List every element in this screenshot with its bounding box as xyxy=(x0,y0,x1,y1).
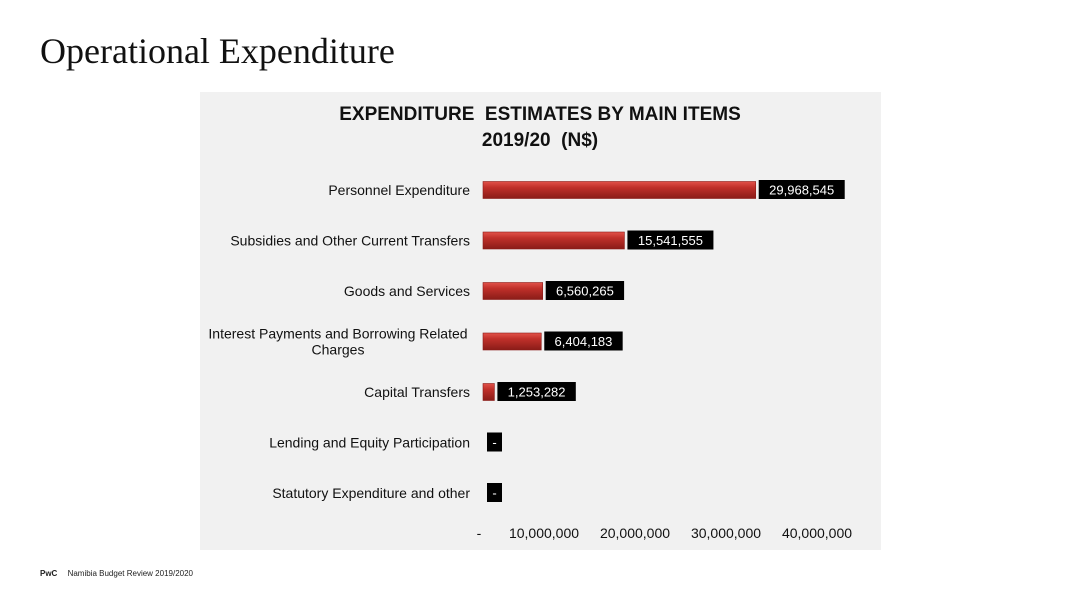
x-tick-label: 10,000,000 xyxy=(509,525,579,541)
category-label-line: Lending and Equity Participation xyxy=(269,435,470,451)
data-label: - xyxy=(492,486,496,501)
data-label: 6,404,183 xyxy=(555,334,613,349)
category-label: Capital Transfers xyxy=(364,384,470,400)
category-label-line: Interest Payments and Borrowing Related xyxy=(208,326,467,342)
chart-panel: EXPENDITURE ESTIMATES BY MAIN ITEMS 2019… xyxy=(200,92,881,550)
data-label: 6,560,265 xyxy=(556,284,614,299)
data-label: - xyxy=(492,435,496,450)
data-label-box xyxy=(544,331,623,351)
data-label-box xyxy=(758,180,845,199)
category-label-line: Capital Transfers xyxy=(364,384,470,400)
data-label-box xyxy=(545,281,625,300)
category-label: Interest Payments and Borrowing Related C… xyxy=(208,326,467,358)
data-label-box xyxy=(487,432,502,452)
data-label-box xyxy=(627,230,714,250)
slide-title: Operational Expenditure xyxy=(40,31,395,71)
footer: PwC Namibia Budget Review 2019/2020 xyxy=(40,569,193,578)
bars-layer: Personnel Expenditure 29,968,545 Subsidies… xyxy=(208,180,852,541)
category-label-line: Charges xyxy=(312,342,365,358)
category-label-line: Subsidies and Other Current Transfers xyxy=(230,233,470,249)
data-label-box xyxy=(487,483,502,502)
bar xyxy=(482,231,625,250)
chart-title: EXPENDITURE ESTIMATES BY MAIN ITEMS xyxy=(339,104,741,125)
bar xyxy=(482,181,757,199)
x-tick-label: 40,000,000 xyxy=(782,525,852,541)
data-label: 1,253,282 xyxy=(508,385,566,400)
data-label-box xyxy=(497,382,576,401)
category-label-line: Goods and Services xyxy=(344,283,470,299)
bar xyxy=(482,332,542,351)
category-label: Statutory Expenditure and other xyxy=(272,485,470,501)
data-label: 29,968,545 xyxy=(769,183,834,198)
category-label: Subsidies and Other Current Transfers xyxy=(230,233,470,249)
category-label-line: Statutory Expenditure and other xyxy=(272,485,470,501)
bar xyxy=(482,383,495,401)
category-label: Lending and Equity Participation xyxy=(269,435,470,451)
data-label: 15,541,555 xyxy=(638,233,703,248)
category-label: Personnel Expenditure xyxy=(328,182,470,198)
x-tick-label: 30,000,000 xyxy=(691,525,761,541)
x-tick-label: - xyxy=(477,525,482,541)
chart-subtitle: 2019/20 (N$) xyxy=(482,130,598,151)
footer-text: Namibia Budget Review 2019/2020 xyxy=(67,569,193,578)
footer-brand: PwC xyxy=(40,569,58,578)
category-label: Goods and Services xyxy=(344,283,470,299)
x-tick-label: 20,000,000 xyxy=(600,525,670,541)
bar xyxy=(482,282,543,300)
bar-chart: EXPENDITURE ESTIMATES BY MAIN ITEMS 2019… xyxy=(208,104,852,541)
category-label-line: Personnel Expenditure xyxy=(328,182,470,198)
